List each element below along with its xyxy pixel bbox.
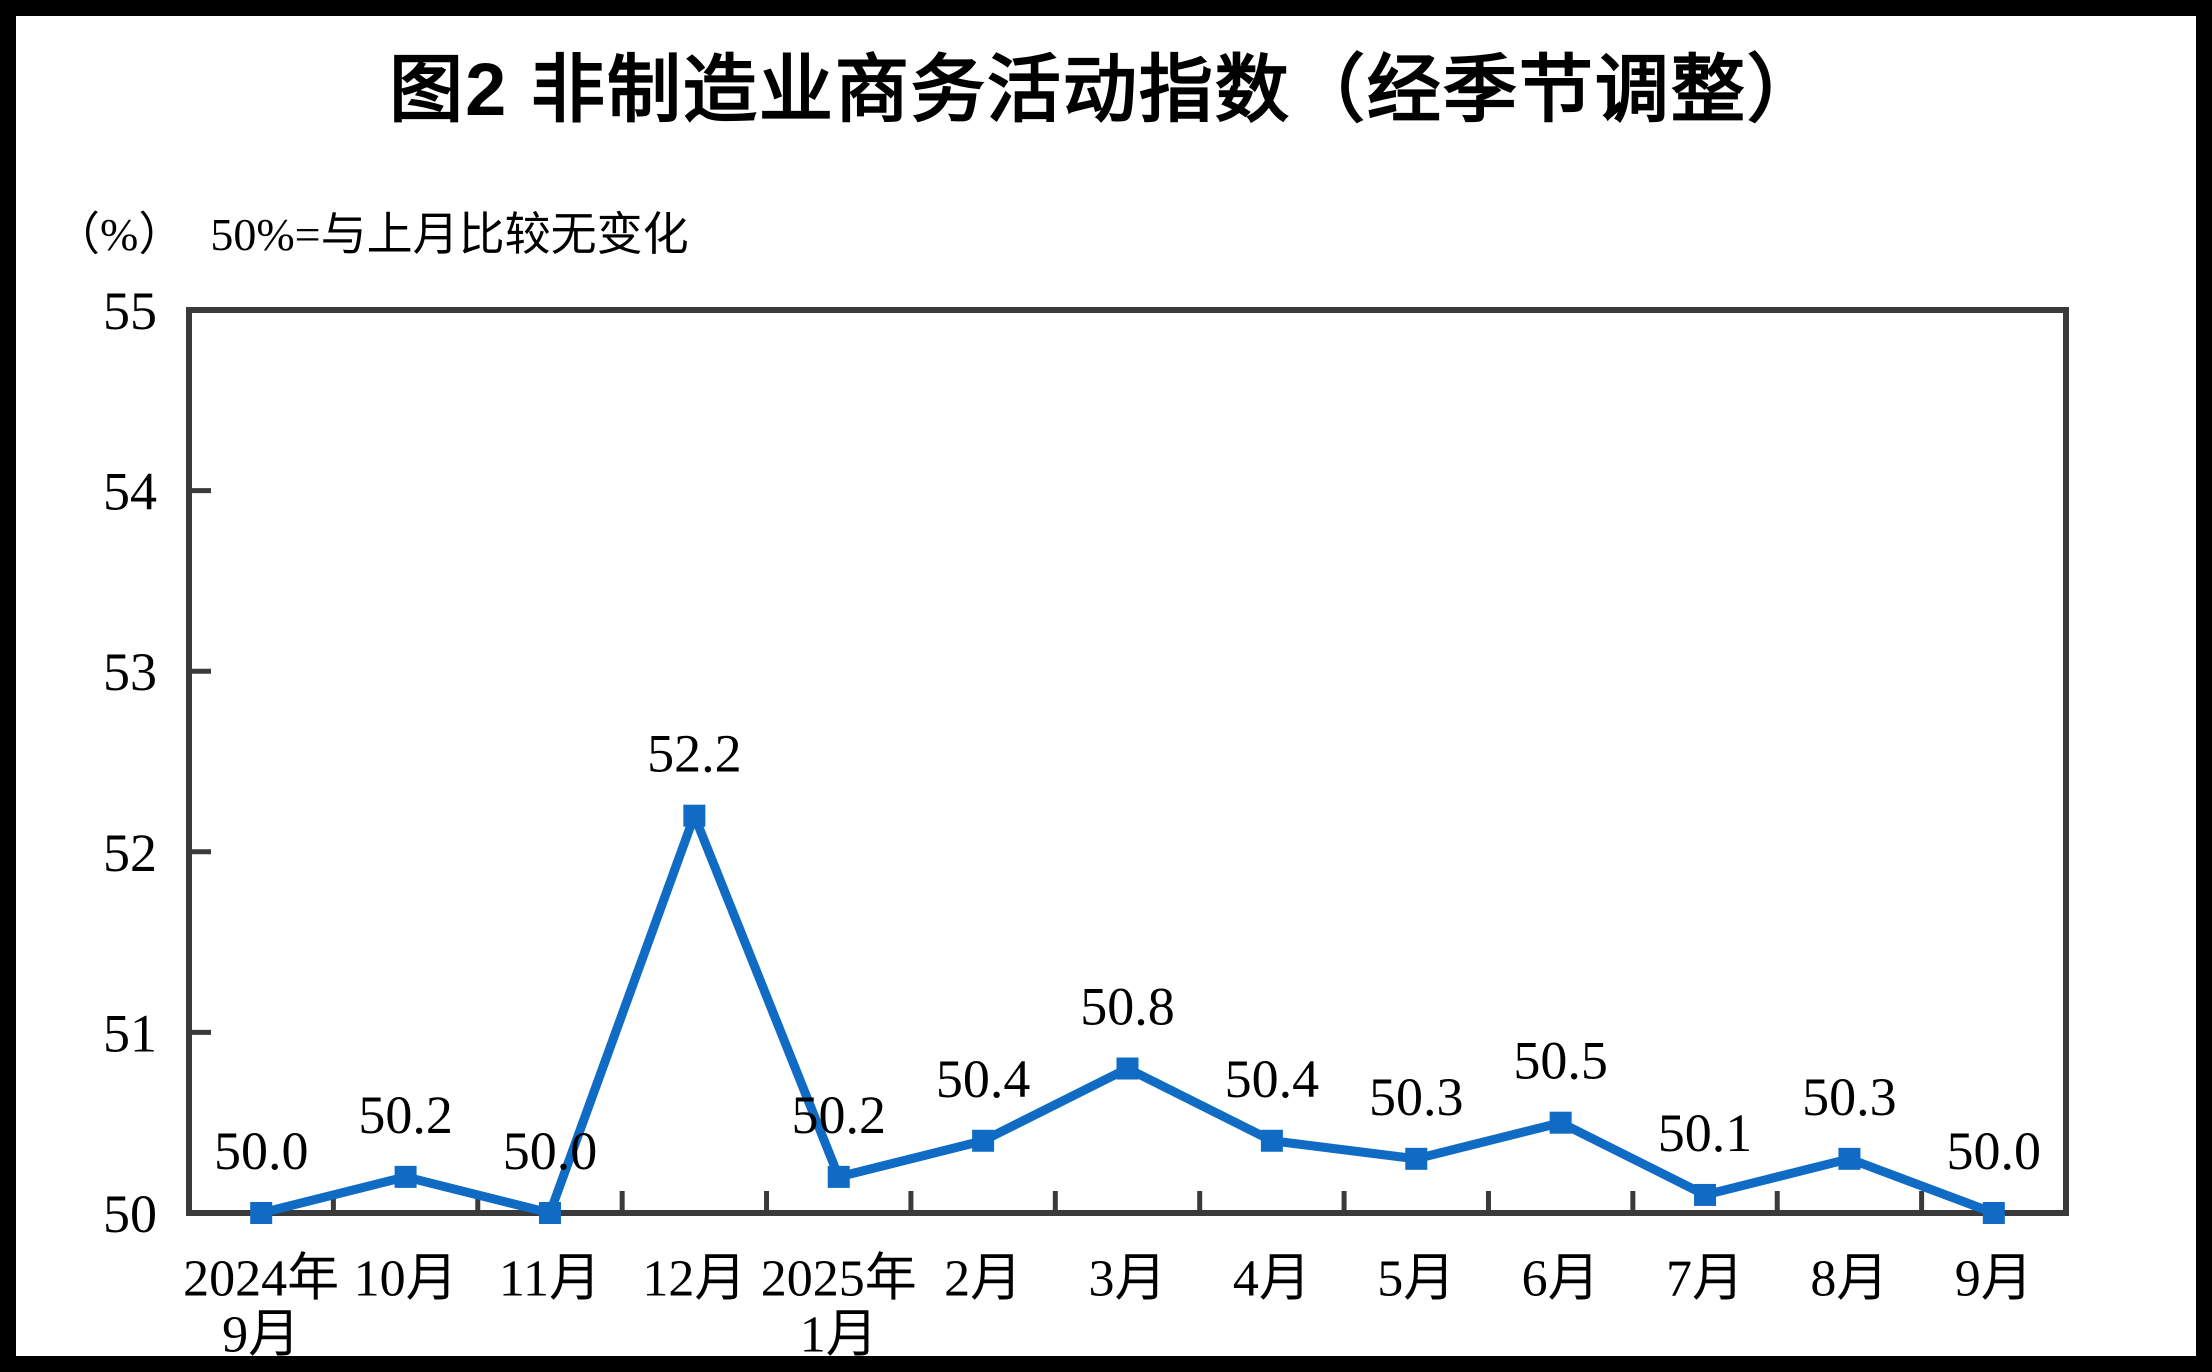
y-axis-unit-note: （%） 50%=与上月比较无变化 xyxy=(54,198,689,264)
plot-border xyxy=(186,307,2069,1216)
data-point-marker xyxy=(1694,1183,1717,1206)
data-point-marker xyxy=(1549,1111,1572,1134)
x-category-label: 7月 xyxy=(1666,1251,1744,1308)
chart-title: 图2 非制造业商务活动指数（经季节调整） xyxy=(389,48,1823,131)
y-tick-label: 55 xyxy=(103,281,157,341)
x-category-label: 5月 xyxy=(1377,1251,1455,1308)
data-point-marker xyxy=(1405,1147,1428,1170)
data-point-label: 50.3 xyxy=(1369,1067,1464,1127)
reference-note: 50%=与上月比较无变化 xyxy=(210,209,689,260)
data-point-marker xyxy=(1838,1147,1861,1170)
data-point-label: 50.4 xyxy=(936,1049,1031,1109)
x-category-label: 8月 xyxy=(1810,1251,1888,1308)
x-category-label: 10月 xyxy=(354,1251,458,1308)
x-category-label: 11月 xyxy=(499,1251,601,1308)
data-point-label: 50.2 xyxy=(791,1085,886,1145)
x-category-label: 9月 xyxy=(1955,1251,2033,1308)
data-point-label: 52.2 xyxy=(647,724,742,784)
data-point-marker xyxy=(1982,1202,2005,1224)
y-tick-label: 53 xyxy=(103,642,157,702)
data-point-label: 50.0 xyxy=(1947,1121,2042,1181)
data-point-marker xyxy=(827,1165,850,1188)
x-category-label: 4月 xyxy=(1233,1251,1311,1308)
x-category-label: 2025年 xyxy=(761,1251,917,1308)
x-category-label: 3月 xyxy=(1088,1251,1166,1308)
y-tick-label: 52 xyxy=(103,823,157,883)
x-category-label: 1月 xyxy=(800,1307,878,1364)
data-point-marker xyxy=(250,1202,273,1224)
y-axis-unit-label: （%） xyxy=(54,209,185,260)
data-point-label: 50.3 xyxy=(1802,1067,1897,1127)
data-point-marker xyxy=(394,1165,417,1188)
data-point-label: 50.5 xyxy=(1513,1031,1608,1091)
data-point-marker xyxy=(683,804,706,827)
x-category-label: 6月 xyxy=(1522,1251,1600,1308)
data-point-marker xyxy=(972,1129,995,1152)
y-tick-label: 54 xyxy=(103,462,157,522)
y-tick-label: 51 xyxy=(103,1003,157,1063)
data-point-marker xyxy=(1116,1057,1139,1080)
data-point-marker xyxy=(1260,1129,1283,1152)
x-category-label: 12月 xyxy=(642,1251,746,1308)
x-category-label: 2024年 xyxy=(183,1251,339,1308)
x-category-label: 2月 xyxy=(944,1251,1022,1308)
y-tick-label: 50 xyxy=(103,1184,157,1244)
x-category-label: 9月 xyxy=(222,1307,300,1364)
data-point-label: 50.0 xyxy=(503,1121,598,1181)
data-point-label: 50.2 xyxy=(358,1085,453,1145)
data-point-label: 50.8 xyxy=(1080,977,1175,1037)
data-point-label: 50.1 xyxy=(1658,1103,1753,1163)
data-point-marker xyxy=(538,1202,561,1224)
data-point-label: 50.4 xyxy=(1225,1049,1320,1109)
data-point-label: 50.0 xyxy=(214,1121,309,1181)
